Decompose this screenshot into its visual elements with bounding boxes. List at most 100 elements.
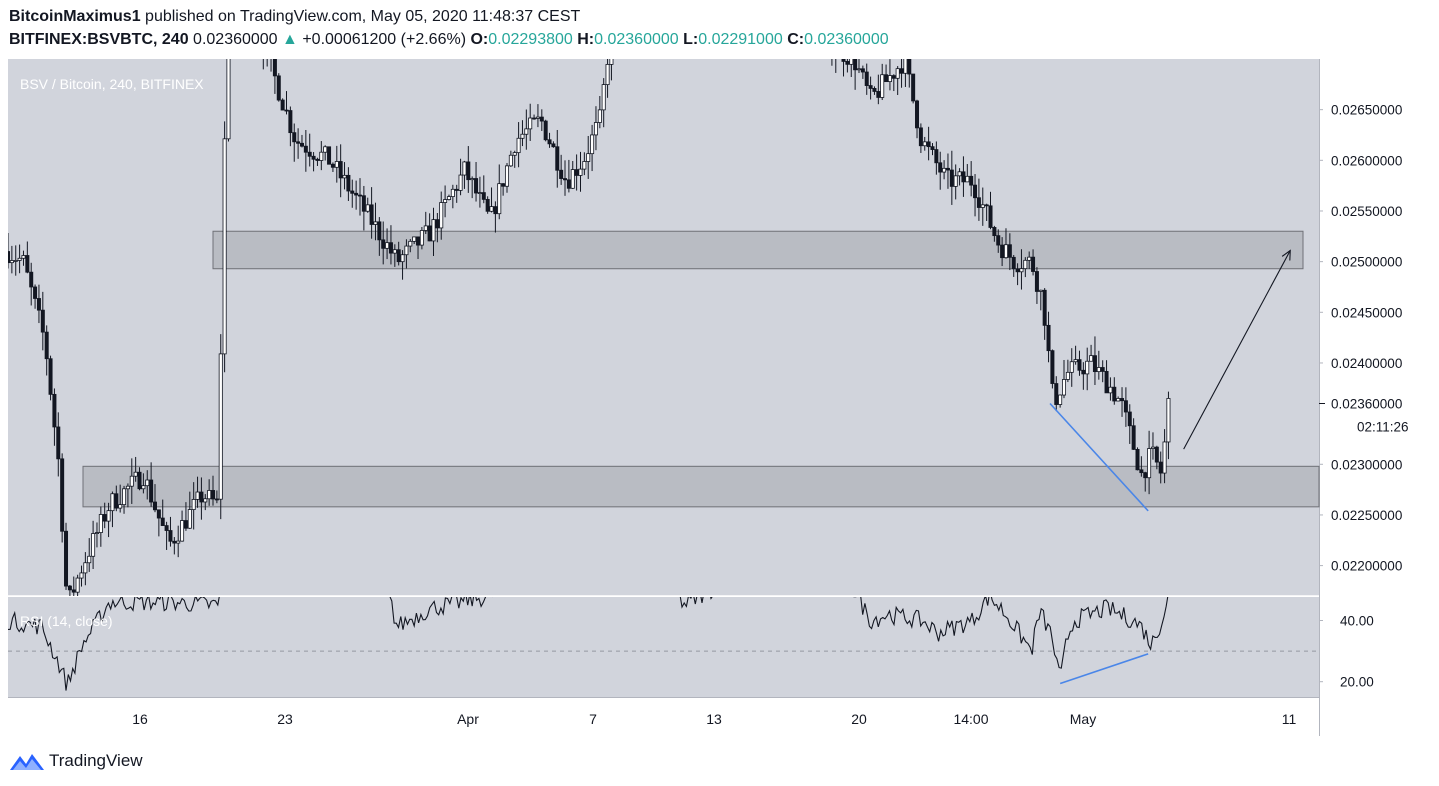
candle-body: [462, 161, 467, 176]
candle-body: [497, 183, 502, 215]
candle-body: [1003, 244, 1008, 259]
tradingview-brand[interactable]: TradingView: [49, 751, 143, 770]
tradingview-logo-icon[interactable]: [9, 750, 45, 772]
candle-body: [156, 509, 161, 519]
candle-body: [1023, 259, 1028, 270]
candle-body: [272, 59, 277, 77]
chart-frame[interactable]: BSV / Bitcoin, 240, BITFINEX RSI (14, clo…: [8, 59, 1430, 736]
candle-body: [145, 479, 150, 487]
candle-body: [323, 146, 328, 153]
candle-body: [187, 509, 192, 529]
footer: TradingView: [9, 748, 143, 774]
candle-body: [276, 75, 281, 101]
candle-body: [477, 192, 482, 194]
candle-body: [1062, 379, 1067, 396]
candle-body: [1104, 371, 1109, 394]
candle-body: [214, 498, 219, 501]
candle-body: [176, 540, 181, 544]
candle-body: [849, 59, 854, 65]
candle-body: [307, 151, 312, 157]
high-value: 0.02360000: [594, 31, 679, 48]
countdown-box: [1349, 415, 1429, 438]
candle-body: [915, 100, 920, 129]
candle-body: [419, 230, 424, 246]
close-value: 0.02360000: [804, 31, 889, 48]
time-tick-label: May: [1070, 711, 1096, 727]
candle-body: [1127, 411, 1132, 427]
candle-body: [470, 178, 475, 181]
candle-body: [860, 68, 865, 73]
candle-body: [400, 254, 405, 263]
candle-body: [1089, 355, 1094, 362]
candle-body: [48, 358, 53, 395]
candle-body: [1031, 256, 1036, 272]
candle-body: [1046, 324, 1051, 352]
candle-body: [292, 132, 297, 143]
candle-body: [895, 68, 900, 79]
candle-body: [868, 85, 873, 89]
candle-body: [512, 152, 517, 156]
candle-body: [311, 155, 316, 160]
candle-body: [532, 117, 537, 120]
candle-body: [458, 174, 463, 191]
candle-body: [36, 298, 41, 311]
time-tick-label: 20: [851, 711, 867, 727]
author-name[interactable]: BitcoinMaximus1: [9, 8, 141, 25]
rsi-line: [8, 597, 1169, 691]
candle-body: [52, 393, 57, 428]
candle-body: [1038, 289, 1043, 292]
candle-body: [957, 171, 962, 177]
candle-body: [106, 510, 111, 522]
candle-body: [864, 71, 869, 86]
price-change: +0.00061200 (+2.66%): [302, 31, 467, 48]
candle-body: [67, 585, 72, 591]
candle-body: [880, 74, 885, 98]
candle-body: [129, 475, 134, 487]
candle-body: [118, 504, 123, 509]
candle-body: [1000, 244, 1005, 259]
time-tick-label: Apr: [457, 711, 479, 727]
candle-body: [1112, 386, 1117, 402]
candle-body: [203, 498, 208, 503]
candle-body: [1034, 271, 1039, 292]
candle-body: [1139, 469, 1144, 474]
candle-body: [945, 167, 950, 171]
candle-body: [485, 198, 490, 212]
support-zone: [82, 465, 1320, 508]
candle-body: [17, 257, 22, 261]
candle-body: [907, 59, 912, 75]
price-divergence-line: [1049, 402, 1149, 512]
chart-title: BSV / Bitcoin, 240, BITFINEX: [20, 76, 204, 92]
candle-body: [299, 142, 304, 147]
price-tick-label: 0.02500000: [1331, 255, 1402, 270]
candle-body: [431, 219, 436, 242]
price-tick-label: 0.02650000: [1331, 103, 1402, 118]
candle-body: [25, 255, 30, 273]
candle-body: [938, 162, 943, 173]
candle-body: [1120, 398, 1125, 402]
rsi-divergence-line: [1059, 653, 1149, 685]
candle-body: [539, 116, 544, 122]
candle-body: [593, 122, 598, 136]
candle-body: [439, 202, 444, 229]
rsi-tick-label: 20.00: [1340, 675, 1374, 690]
time-tick-label: 23: [277, 711, 293, 727]
candle-body: [29, 271, 34, 288]
candle-body: [94, 532, 99, 534]
candle-body: [385, 242, 390, 249]
candle-body: [1147, 448, 1152, 479]
candle-body: [149, 479, 154, 503]
candle-body: [319, 151, 324, 161]
candle-body: [98, 514, 103, 533]
price-tick-label: 0.02450000: [1331, 305, 1402, 320]
chart-svg[interactable]: BSV / Bitcoin, 240, BITFINEX RSI (14, clo…: [8, 59, 1430, 736]
candle-body: [164, 525, 169, 531]
candles-group: [8, 59, 1171, 596]
price-tag-box: [1320, 392, 1428, 415]
candle-body: [520, 133, 525, 139]
candle-body: [516, 137, 521, 154]
candle-body: [973, 184, 978, 199]
candle-body: [83, 562, 88, 574]
candle-body: [504, 165, 509, 187]
candle-body: [454, 188, 459, 191]
